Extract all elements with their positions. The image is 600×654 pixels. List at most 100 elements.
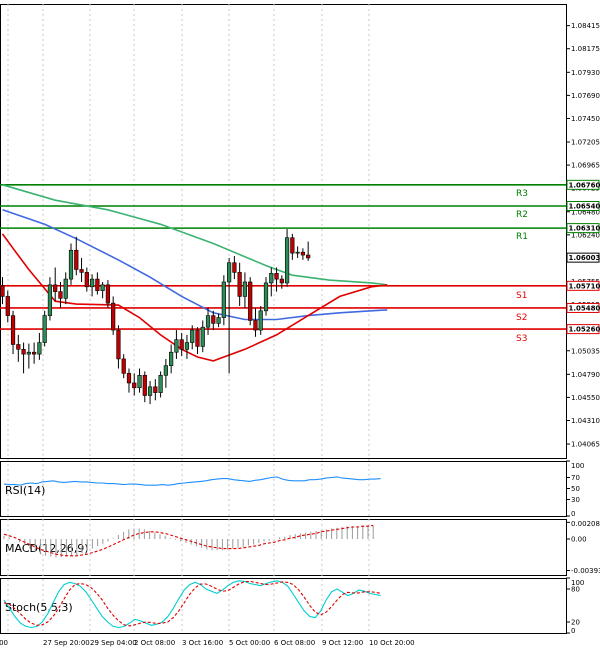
x-axis-label: 9 Oct 12:00 [322, 639, 363, 647]
candle-body [89, 278, 95, 288]
candle-body [200, 326, 205, 347]
candle-body [306, 254, 311, 259]
panel-tick-label: 0.00 [571, 536, 587, 544]
candle-body [147, 386, 153, 396]
candle-body [68, 249, 74, 280]
level-price-box-r2 [566, 200, 600, 211]
panel-frame-0 [0, 4, 567, 459]
candle-body [137, 374, 142, 389]
candle-body [58, 291, 63, 299]
candle-body [227, 262, 232, 283]
candle-body [263, 282, 269, 312]
price-tick-label: 1.04550 [571, 394, 600, 402]
candle-body [5, 296, 10, 316]
panel-tick-label: 70 [571, 474, 580, 482]
panel-frame-1 [0, 461, 567, 517]
panel-tick-label: 20 [571, 619, 580, 627]
panel-frame-3 [0, 578, 567, 634]
candle-body [32, 351, 37, 355]
level-price-box-s3 [566, 324, 600, 335]
x-axis-label: 29 Sep 04:00 [90, 639, 137, 647]
price-tick-label: 1.08175 [571, 45, 600, 53]
candle-body [100, 284, 105, 291]
candle-body [79, 269, 84, 273]
panel-label-2: Stoch(5,5,3) [5, 601, 73, 614]
level-price-label-r2: 1.06540 [569, 202, 600, 210]
candle-body [232, 262, 237, 273]
candle-body [242, 281, 248, 297]
candle-body [179, 339, 184, 350]
candle-body [274, 273, 279, 280]
price-tick-label: 1.04065 [571, 441, 600, 449]
price-tick-label: 1.04790 [571, 371, 600, 379]
x-axis-label: 2 Oct 08:00 [134, 639, 175, 647]
candle-body [279, 278, 284, 284]
candle-body [290, 237, 295, 254]
candle-body [121, 358, 126, 374]
candle-body [116, 329, 121, 360]
level-price-label-r1: 1.06310 [569, 225, 600, 233]
candle-body [84, 272, 89, 288]
level-name-s3: S3 [516, 334, 527, 344]
candle-body [95, 278, 100, 291]
current-price-box [566, 252, 600, 263]
candle-body [248, 281, 253, 321]
x-axis-label: 5 Oct 00:00 [229, 639, 270, 647]
candle-body [153, 386, 158, 393]
candle-body [111, 302, 116, 331]
price-tick-label: 1.07205 [571, 139, 600, 147]
candle-body [174, 339, 179, 353]
level-price-box-s2 [566, 302, 600, 313]
candle-body [10, 315, 16, 345]
candle-body [184, 342, 190, 350]
candle-body [142, 374, 147, 396]
candle-body [253, 320, 258, 331]
panel-tick-label: 0.002083 [571, 520, 600, 528]
price-tick-label: 1.08415 [571, 22, 600, 30]
panel-frame-2 [0, 519, 567, 576]
candle-body [284, 237, 290, 284]
level-name-r3: R3 [516, 189, 528, 199]
level-price-box-s1 [566, 280, 600, 291]
panel-label-0: RSI(14) [5, 484, 45, 497]
candle-body [221, 281, 226, 318]
price-tick-label: 1.05035 [571, 347, 600, 355]
panel-tick-label: 50 [571, 485, 580, 493]
candle-body [74, 249, 79, 270]
level-price-label-r3: 1.06760 [569, 181, 600, 189]
price-tick-label: 1.04310 [571, 417, 600, 425]
panel-series-k [3, 580, 381, 629]
current-price-label: 1.06003 [569, 254, 600, 262]
x-axis-label: 27 Sep 20:00 [43, 639, 90, 647]
candle-body [300, 251, 305, 256]
level-price-box-r1 [566, 223, 600, 234]
price-tick-label: 1.06240 [571, 231, 600, 239]
level-price-box-r3 [566, 179, 600, 190]
candle-body [47, 284, 53, 316]
candle-body [211, 315, 216, 324]
candle-body [158, 374, 163, 393]
x-axis-label: 3 Oct 16:00 [182, 639, 223, 647]
panel-tick-label: 80 [571, 586, 580, 594]
candle-body [105, 284, 110, 304]
panel-tick-label: 0 [571, 627, 575, 635]
candle-body [42, 315, 47, 343]
panel-tick-label: 100 [571, 579, 584, 587]
candle-body [237, 272, 242, 297]
candle-body [16, 344, 21, 350]
level-price-label-s3: 1.05260 [569, 326, 600, 334]
price-tick-label: 1.07450 [571, 115, 600, 123]
x-axis-label: 12:00 [0, 639, 8, 647]
candle-body [163, 365, 168, 376]
panel-series-rsi [3, 476, 381, 486]
level-name-r2: R2 [516, 210, 528, 220]
candle-body [169, 351, 174, 366]
price-tick-label: 1.06965 [571, 162, 600, 170]
ma-line-ma-long [2, 184, 388, 286]
candle-body [37, 342, 42, 355]
x-axis-label: 10 Oct 20:00 [369, 639, 415, 647]
candle-body [0, 285, 5, 297]
candle-body [295, 251, 300, 254]
